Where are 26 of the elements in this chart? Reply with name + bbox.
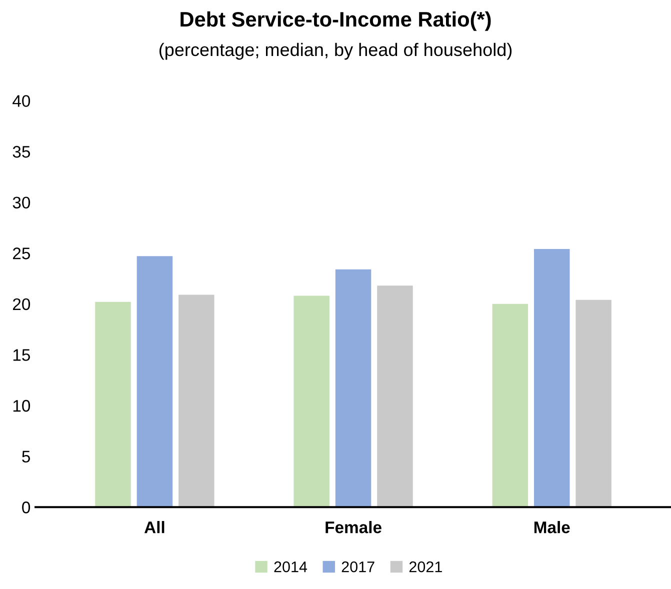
y-tick-label: 0 [22, 502, 30, 514]
y-tick-label: 40 [12, 95, 30, 107]
y-tick-label: 20 [13, 298, 30, 310]
y-tick-label: 15 [13, 349, 30, 361]
bar [534, 249, 570, 508]
y-tick-label: 30 [12, 196, 30, 209]
x-tick-label: Male [534, 521, 570, 534]
chart-subtitle: (percentage; median, by head of household) [159, 42, 512, 60]
y-tick-label: 10 [13, 400, 30, 412]
x-tick-label: Female [326, 521, 382, 534]
legend-label: 2021 [409, 561, 442, 572]
y-tick-label: 35 [12, 146, 30, 158]
chart-title: Debt Service-to-Income Ratio(*) [180, 11, 491, 31]
legend-label: 2017 [342, 561, 374, 572]
bar [294, 296, 330, 508]
y-tick-label: 25 [13, 248, 30, 260]
bar [335, 269, 372, 508]
bar [136, 256, 173, 508]
bar [576, 300, 612, 508]
legend-label: 2014 [274, 561, 308, 572]
bar [492, 304, 528, 508]
x-tick-label: All [144, 521, 164, 534]
y-tick-label: 5 [22, 450, 30, 463]
bar [95, 302, 131, 508]
bar [178, 294, 214, 508]
bar [377, 286, 413, 508]
